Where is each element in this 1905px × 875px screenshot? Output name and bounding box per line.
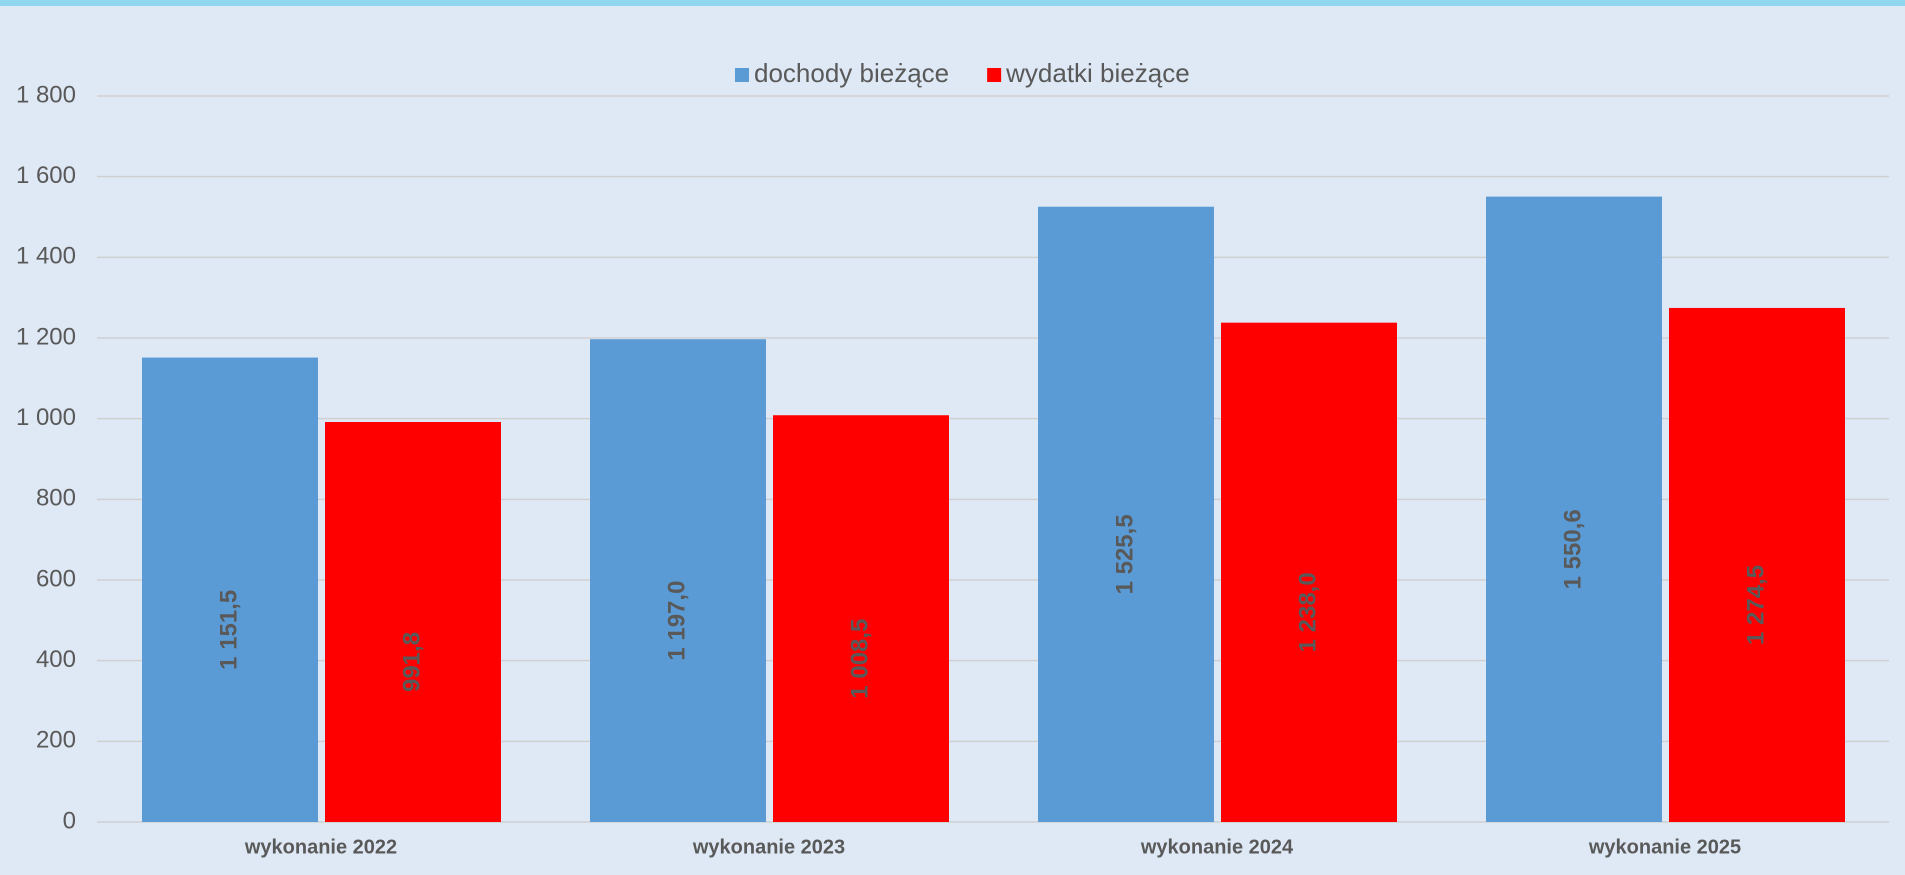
legend-label: wydatki bieżące bbox=[1005, 58, 1190, 88]
y-tick-label: 200 bbox=[36, 727, 76, 754]
y-tick-label: 0 bbox=[63, 807, 76, 834]
legend-swatch bbox=[735, 68, 749, 82]
value-label: 1 550,6 bbox=[1559, 509, 1586, 589]
y-tick-label: 1 800 bbox=[16, 81, 76, 108]
y-tick-label: 1 000 bbox=[16, 404, 76, 431]
x-tick-label: wykonanie 2022 bbox=[244, 836, 397, 858]
bar bbox=[590, 339, 766, 822]
value-label: 1 151,5 bbox=[215, 590, 242, 670]
value-label: 1 525,5 bbox=[1111, 514, 1138, 594]
value-label: 1 238,0 bbox=[1294, 572, 1321, 652]
legend-label: dochody bieżące bbox=[754, 58, 949, 88]
y-tick-label: 600 bbox=[36, 565, 76, 592]
y-tick-label: 400 bbox=[36, 646, 76, 673]
bar bbox=[1221, 322, 1397, 822]
bar bbox=[325, 421, 501, 822]
y-tick-label: 1 400 bbox=[16, 243, 76, 270]
top-border bbox=[0, 0, 1905, 6]
legend-swatch bbox=[987, 68, 1002, 82]
y-tick-label: 1 600 bbox=[16, 162, 76, 189]
bar bbox=[773, 415, 949, 822]
bar bbox=[142, 357, 318, 822]
value-label: 1 008,5 bbox=[846, 619, 873, 699]
bar bbox=[1669, 307, 1845, 822]
x-tick-label: wykonanie 2023 bbox=[692, 836, 845, 858]
y-tick-label: 800 bbox=[36, 485, 76, 512]
value-label: 1 197,0 bbox=[663, 581, 690, 661]
value-label: 1 274,5 bbox=[1742, 565, 1769, 645]
x-tick-label: wykonanie 2024 bbox=[1140, 836, 1294, 858]
value-label: 991,8 bbox=[398, 632, 425, 692]
bar bbox=[1038, 206, 1214, 823]
y-tick-label: 1 200 bbox=[16, 323, 76, 350]
x-tick-label: wykonanie 2025 bbox=[1588, 836, 1741, 858]
bar bbox=[1486, 196, 1662, 823]
